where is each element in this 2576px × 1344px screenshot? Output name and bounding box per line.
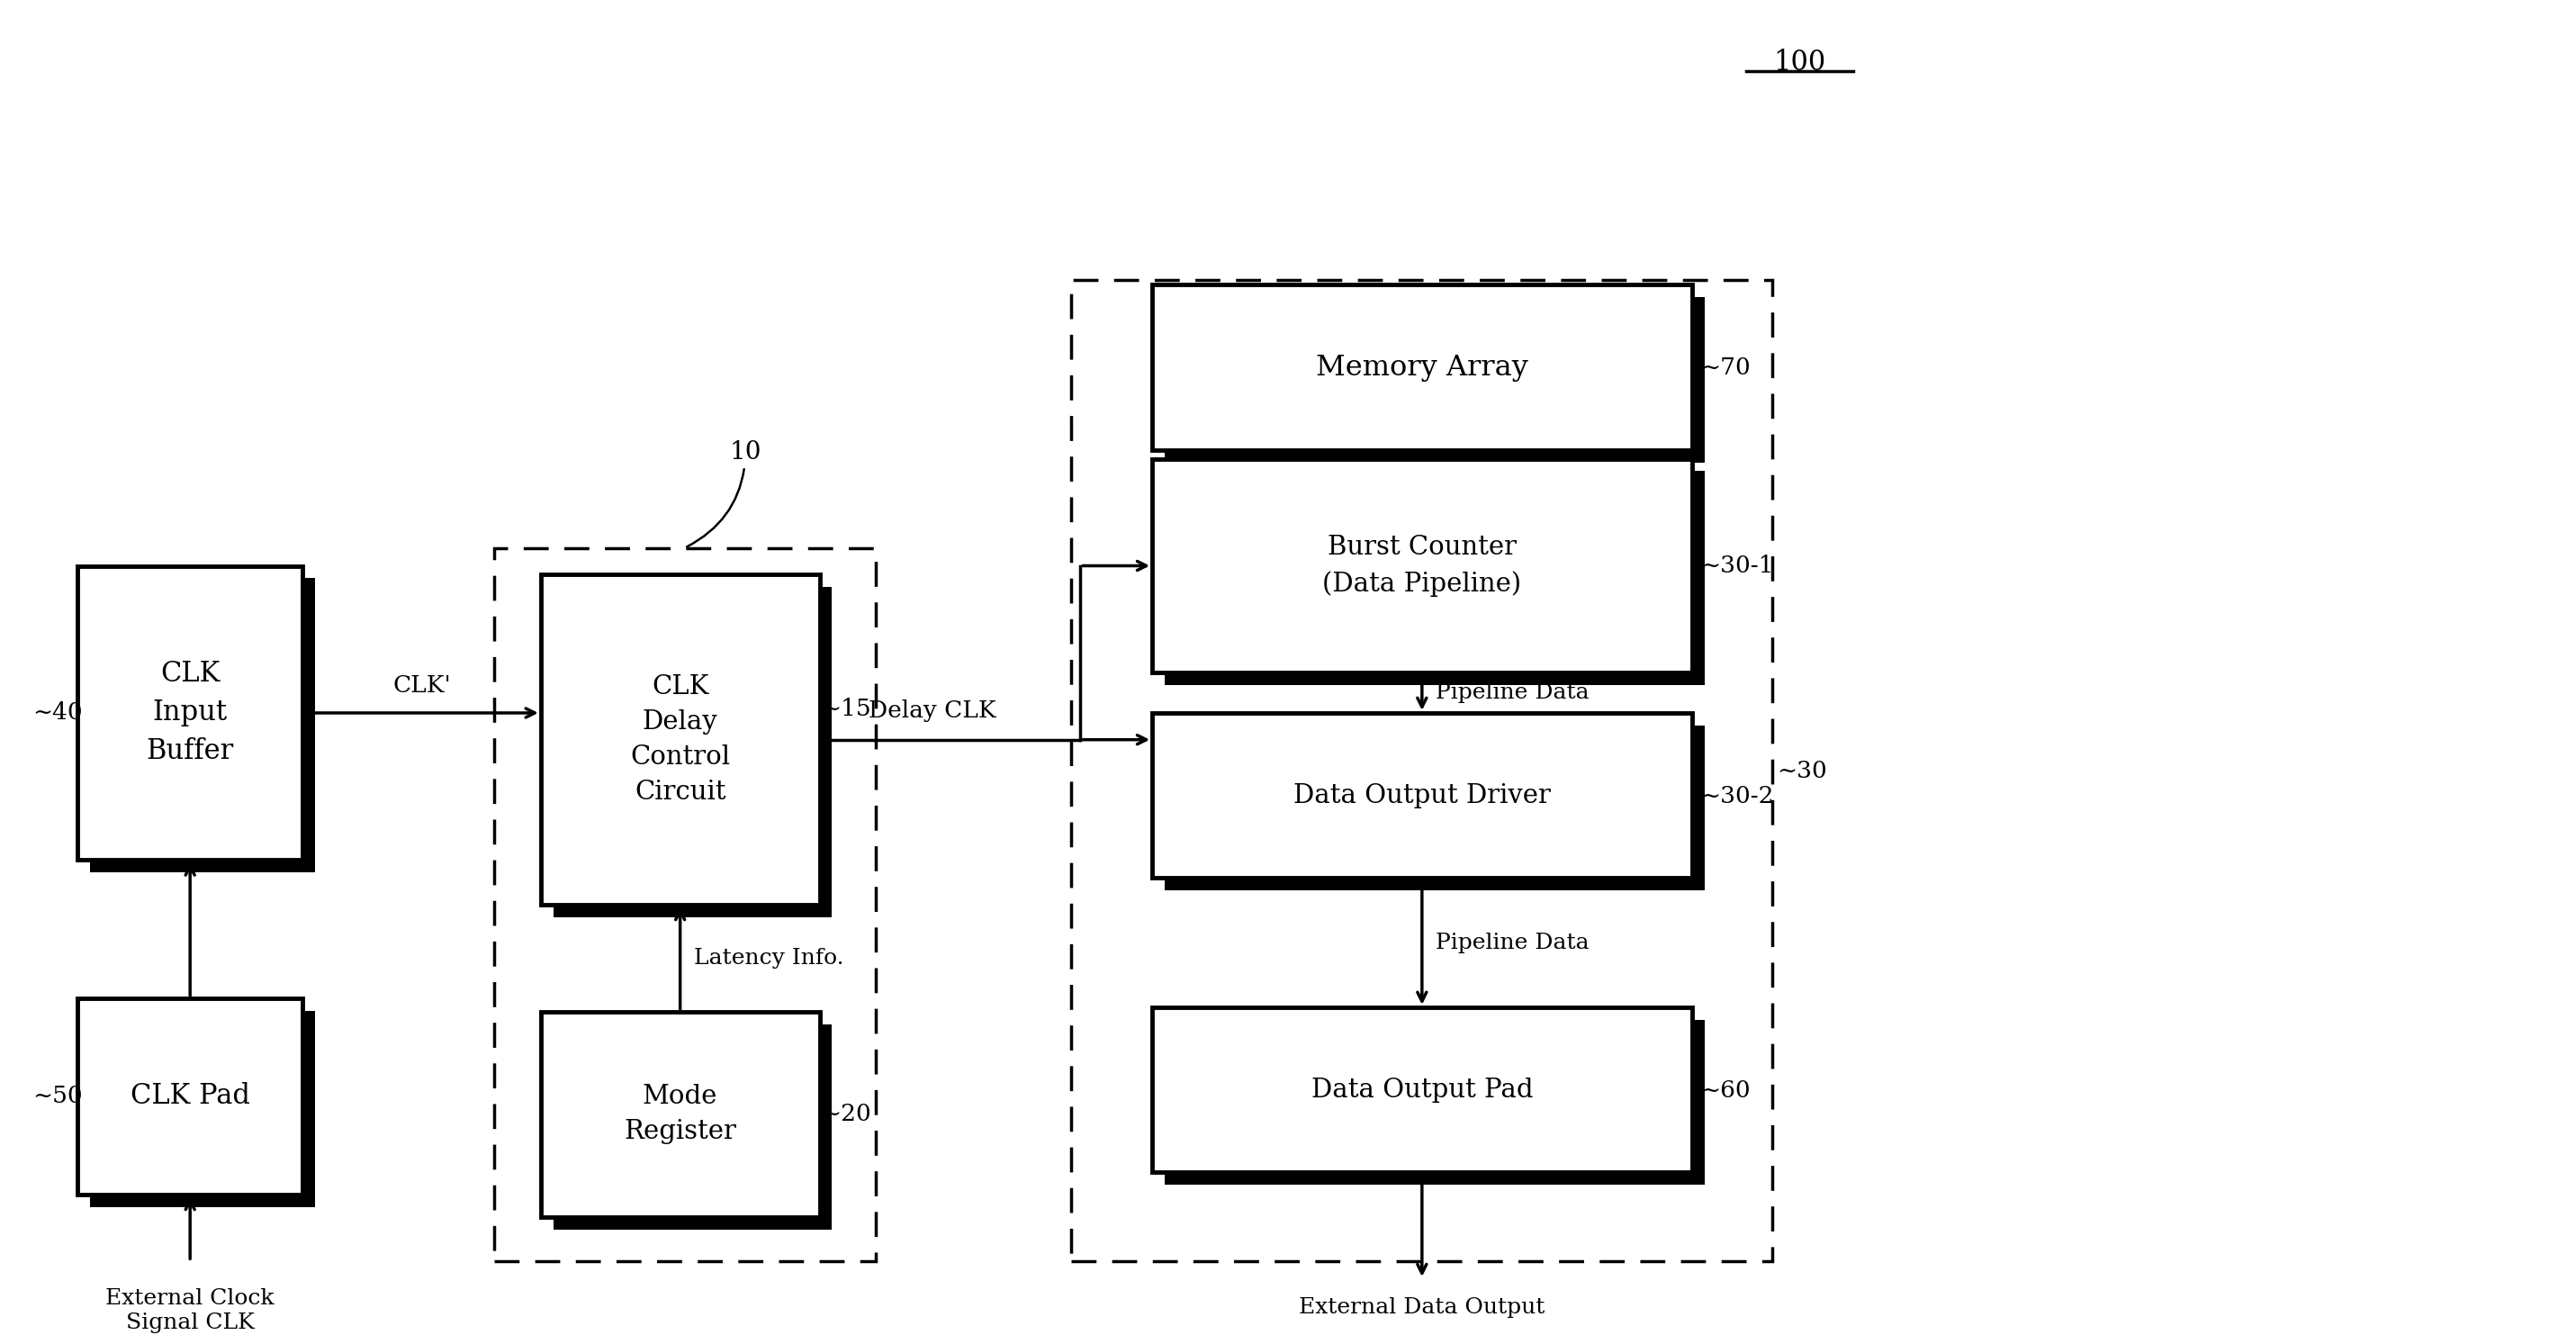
Bar: [90, 578, 314, 872]
Text: Data Output Driver: Data Output Driver: [1293, 782, 1551, 808]
Text: 10: 10: [688, 439, 762, 547]
Bar: [1151, 458, 1692, 673]
Text: ∼30-2: ∼30-2: [1700, 785, 1775, 808]
Text: Pipeline Data: Pipeline Data: [1435, 933, 1589, 953]
Text: 100: 100: [1772, 48, 1826, 77]
Text: External Clock
Signal CLK: External Clock Signal CLK: [106, 1288, 276, 1333]
Text: ∼15: ∼15: [822, 698, 871, 720]
Bar: [1164, 472, 1705, 685]
Bar: [77, 999, 301, 1195]
Text: ∼30-1: ∼30-1: [1700, 555, 1775, 577]
Text: ∼60: ∼60: [1700, 1079, 1752, 1102]
Bar: [495, 548, 876, 1262]
Text: CLK
Delay
Control
Circuit: CLK Delay Control Circuit: [631, 675, 729, 805]
Text: Pipeline Data: Pipeline Data: [1435, 683, 1589, 703]
Text: Memory Array: Memory Array: [1316, 353, 1528, 382]
Text: CLK Pad: CLK Pad: [131, 1082, 250, 1110]
Bar: [541, 575, 819, 905]
Bar: [1151, 1007, 1692, 1172]
Text: ∼40: ∼40: [33, 702, 82, 724]
Bar: [554, 587, 832, 917]
Bar: [1164, 1020, 1705, 1184]
Text: CLK': CLK': [392, 675, 451, 698]
Text: ∼50: ∼50: [33, 1085, 82, 1107]
Bar: [1164, 297, 1705, 462]
Text: Delay CLK: Delay CLK: [868, 699, 997, 722]
Bar: [77, 566, 301, 860]
Bar: [1072, 281, 1772, 1262]
Bar: [1164, 726, 1705, 891]
Text: ∼70: ∼70: [1700, 356, 1752, 379]
Text: ∼30: ∼30: [1777, 759, 1826, 782]
Bar: [90, 1011, 314, 1207]
Text: ∼20: ∼20: [822, 1103, 871, 1125]
Text: Data Output Pad: Data Output Pad: [1311, 1077, 1533, 1102]
Text: External Data Output: External Data Output: [1298, 1297, 1546, 1317]
Bar: [554, 1024, 832, 1230]
Text: Burst Counter
(Data Pipeline): Burst Counter (Data Pipeline): [1321, 535, 1522, 597]
Bar: [1151, 712, 1692, 878]
Text: Latency Info.: Latency Info.: [693, 948, 842, 969]
Bar: [541, 1012, 819, 1216]
Text: Mode
Register: Mode Register: [623, 1085, 737, 1144]
Bar: [1151, 285, 1692, 450]
Text: CLK
Input
Buffer: CLK Input Buffer: [147, 660, 234, 766]
